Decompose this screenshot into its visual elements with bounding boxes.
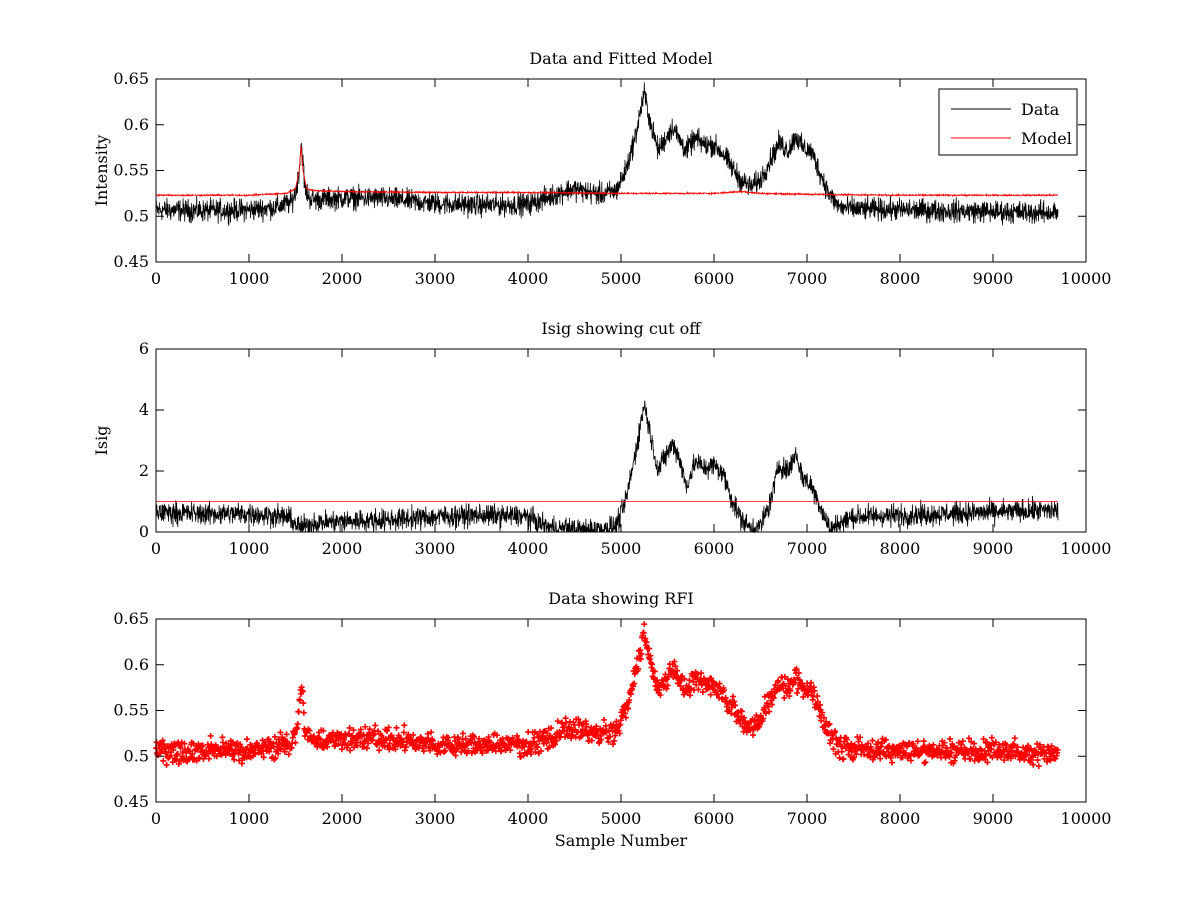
y-tick-label: 0.65 [113, 69, 149, 88]
x-tick-label: 9000 [973, 539, 1014, 558]
x-tick-label: 2000 [322, 809, 363, 828]
subplot-3: 0 1000 2000 3000 4000 5000 6000 7000 8000 9000 100… [113, 589, 1111, 850]
subplot-1: 0 1000 2000 3000 4000 5000 6000 7000 8000 9000 100… [92, 49, 1111, 288]
x-tick-label: 5000 [601, 809, 642, 828]
x-tick-label: 6000 [694, 539, 735, 558]
series-line [155, 145, 1058, 198]
series-1 [155, 400, 1059, 534]
x-tick-label: 7000 [787, 809, 828, 828]
x-tick-label: 9000 [973, 809, 1014, 828]
x-tick-label: 4000 [508, 809, 549, 828]
x-tick-label: 0 [151, 539, 161, 558]
x-tick-label: 2000 [322, 269, 363, 288]
y-tick-label: 0.65 [113, 609, 149, 628]
y-tick-label: 2 [139, 461, 149, 480]
x-tick-label: 3000 [415, 539, 456, 558]
x-tick-label: 10000 [1061, 539, 1112, 558]
x-tick-label: 1000 [229, 539, 270, 558]
chart-title: Data showing RFI [548, 589, 693, 608]
y-axis-label: Isig [92, 426, 111, 456]
legend-label: Data [1021, 100, 1060, 119]
x-tick-label: 7000 [787, 269, 828, 288]
x-tick-label: 6000 [694, 809, 735, 828]
x-tick-label: 5000 [601, 269, 642, 288]
x-tick-label: 10000 [1061, 809, 1112, 828]
y-axis-label: Intensity [92, 135, 111, 207]
legend-label: Model [1021, 129, 1072, 148]
x-tick-label: 9000 [973, 269, 1014, 288]
legend-box [938, 88, 1078, 156]
series-model [155, 145, 1058, 198]
y-tick-label: 0.5 [124, 206, 149, 225]
y-tick-label: 0.6 [124, 655, 149, 674]
x-tick-label: 6000 [694, 269, 735, 288]
y-tick-label: 0.55 [113, 161, 149, 180]
x-tick-label: 8000 [880, 539, 921, 558]
x-tick-label: 3000 [415, 269, 456, 288]
y-tick-label: 0.55 [113, 701, 149, 720]
y-tick-label: 0.5 [124, 746, 149, 765]
y-tick-label: 0.6 [124, 115, 149, 134]
x-tick-label: 0 [151, 269, 161, 288]
chart-title: Isig showing cut off [541, 319, 702, 338]
y-tick-label: 6 [139, 339, 149, 358]
x-tick-label: 2000 [322, 539, 363, 558]
x-tick-label: 4000 [508, 539, 549, 558]
chart-title: Data and Fitted Model [529, 49, 712, 68]
x-tick-label: 8000 [880, 809, 921, 828]
y-tick-label: 4 [139, 400, 149, 419]
y-tick-label: 0.45 [113, 792, 149, 811]
legend: Data Model [938, 88, 1078, 156]
x-tick-label: 1000 [229, 809, 270, 828]
x-tick-label: 3000 [415, 809, 456, 828]
plot-area [156, 79, 1086, 262]
series-line [155, 400, 1059, 534]
y-tick-label: 0.45 [113, 252, 149, 271]
x-tick-label: 0 [151, 809, 161, 828]
x-axis-label: Sample Number [555, 831, 688, 850]
x-tick-label: 4000 [508, 269, 549, 288]
x-tick-label: 7000 [787, 539, 828, 558]
subplot-2: 0 1000 2000 3000 4000 5000 6000 7000 8000 9000 100… [92, 319, 1111, 558]
x-tick-label: 8000 [880, 269, 921, 288]
y-tick-label: 0 [139, 522, 149, 541]
x-tick-label: 10000 [1061, 269, 1112, 288]
x-tick-label: 1000 [229, 269, 270, 288]
x-tick-label: 5000 [601, 539, 642, 558]
